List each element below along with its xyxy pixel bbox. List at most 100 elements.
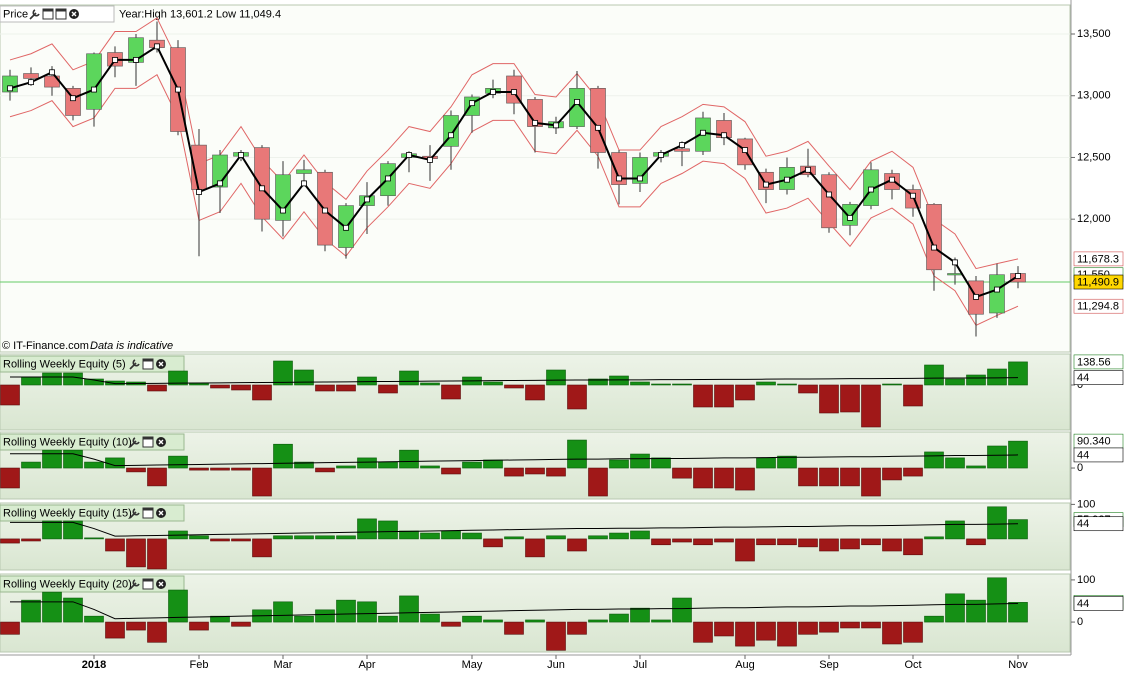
- equity-bar: [42, 520, 62, 540]
- panel-title-box: [0, 355, 185, 373]
- moving-average-point: [343, 224, 349, 231]
- equity-bar: [651, 619, 671, 623]
- icon-close-x: [71, 11, 77, 17]
- equity-bar: [357, 376, 377, 386]
- equity-bar: [42, 372, 62, 386]
- equity-bar: [525, 384, 545, 401]
- moving-average-point: [490, 89, 496, 95]
- candle-body: [86, 53, 102, 110]
- moving-average-point: [511, 89, 517, 95]
- value-badge-label: 90.340: [1077, 436, 1111, 448]
- equity-bar: [735, 467, 755, 491]
- equity-bar: [588, 378, 608, 386]
- y-tick-label: 100: [1077, 574, 1095, 586]
- equity-bar: [756, 538, 776, 546]
- equity-bar: [777, 538, 797, 546]
- equity-bar: [105, 380, 125, 386]
- panel-title: Rolling Weekly Equity (20): [3, 578, 132, 590]
- moving-average-point: [7, 85, 13, 92]
- equity-bar: [357, 457, 377, 469]
- equity-bar: [105, 621, 125, 639]
- equity-bar: [693, 621, 713, 643]
- equity-bar: [546, 535, 566, 540]
- equity-bar: [630, 530, 650, 540]
- equity-bar: [189, 535, 209, 540]
- equity-bar: [798, 538, 818, 548]
- moving-average-point: [427, 157, 433, 163]
- equity-bar: [231, 384, 251, 391]
- equity-bar: [315, 384, 335, 392]
- equity-bar: [336, 535, 356, 540]
- equity-bar: [651, 457, 671, 469]
- equity-bar: [399, 370, 419, 386]
- equity-bar: [630, 453, 650, 469]
- equity-bar: [630, 607, 650, 623]
- source-note: © IT-Finance.com: [2, 340, 89, 352]
- equity-bar: [546, 467, 566, 477]
- equity-bar: [294, 369, 314, 386]
- equity-bar: [735, 384, 755, 401]
- equity-bar: [651, 538, 671, 546]
- equity-bar: [273, 535, 293, 540]
- equity-bar: [882, 538, 902, 552]
- equity-bar: [231, 621, 251, 627]
- equity-bar: [378, 384, 398, 394]
- icon-close-x: [158, 581, 164, 587]
- equity-bar: [840, 384, 860, 413]
- equity-bar: [462, 532, 482, 540]
- moving-average-point: [448, 132, 454, 139]
- equity-bar: [924, 451, 944, 469]
- plot-area: [0, 4, 1071, 353]
- equity-bar: [84, 537, 104, 540]
- candle-body: [947, 273, 963, 276]
- equity-bar: [609, 375, 629, 386]
- moving-average-point: [217, 180, 223, 187]
- x-tick-label: Apr: [358, 659, 375, 671]
- equity-bar: [63, 520, 83, 540]
- equity-bar: [336, 599, 356, 623]
- equity-bar: [903, 467, 923, 477]
- equity-bar: [42, 449, 62, 469]
- moving-average-point: [154, 43, 160, 50]
- chart-title: Price: [3, 8, 28, 20]
- equity-bar: [441, 467, 461, 475]
- chart-subtitle: Year:High 13,601.2 Low 11,049.4: [119, 8, 281, 20]
- equity-bar: [84, 615, 104, 623]
- moving-average-point: [868, 186, 874, 193]
- moving-average-point: [532, 119, 538, 126]
- candle-body: [254, 147, 270, 220]
- equity-bar: [0, 538, 20, 544]
- equity-bar: [609, 613, 629, 623]
- value-badge: [1073, 447, 1124, 463]
- plot-group: [0, 439, 1028, 497]
- equity-bar: [903, 384, 923, 407]
- icon-close-x: [158, 361, 164, 367]
- moving-average-point: [595, 124, 601, 131]
- y-tick-label: 100: [1077, 498, 1095, 510]
- equity-bar: [210, 384, 230, 389]
- moving-average-point: [91, 86, 97, 93]
- x-tick-label: Nov: [1008, 659, 1028, 671]
- equity-bar: [756, 621, 776, 641]
- equity-bar: [378, 615, 398, 623]
- equity-bar: [714, 384, 734, 408]
- equity-bar: [210, 467, 230, 471]
- equity-bar: [441, 384, 461, 400]
- value-badge-label: 44: [1077, 598, 1089, 610]
- data-note: Data is indicative: [90, 340, 173, 352]
- moving-average-point: [994, 286, 1000, 293]
- equity-bar: [567, 439, 587, 469]
- x-tick-label: Feb: [190, 659, 209, 671]
- equity-bar: [882, 467, 902, 481]
- equity-bar: [357, 518, 377, 540]
- equity-bar: [420, 613, 440, 623]
- equity-bar: [777, 455, 797, 469]
- moving-average-point: [301, 180, 307, 187]
- equity-bar: [147, 467, 167, 487]
- equity-bar: [336, 465, 356, 469]
- icon-wrench: [129, 508, 140, 519]
- plot-group: [0, 577, 1028, 651]
- equity-bar: [252, 384, 272, 401]
- equity-bar: [189, 621, 209, 631]
